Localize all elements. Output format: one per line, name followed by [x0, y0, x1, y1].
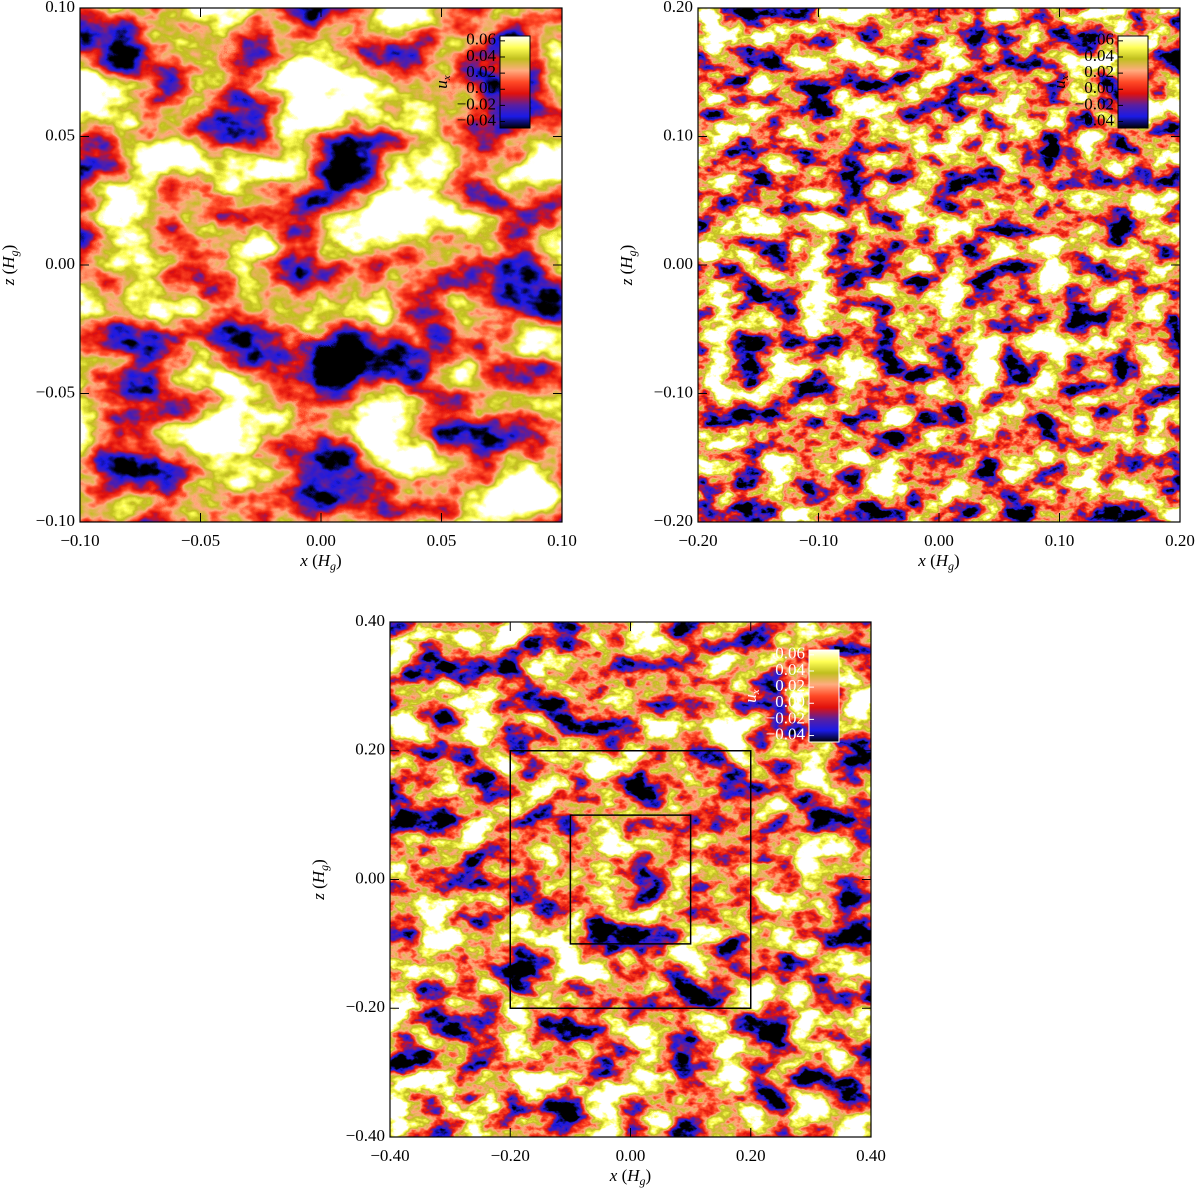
inset-box: [509, 750, 752, 1009]
y-tick-label: 0.00: [355, 868, 385, 887]
colorbar-label: ux: [741, 689, 762, 703]
colorbar-label: ux: [1050, 75, 1071, 89]
y-tick-label: −0.40: [346, 1126, 385, 1145]
y-tick-label: 0.10: [663, 125, 693, 144]
colorbar-tick-label: 0.02: [466, 62, 496, 81]
heatmap-field: [390, 622, 871, 1137]
colorbar-tick-label: 0.00: [1084, 78, 1114, 97]
colorbar-tick-label: 0.00: [466, 78, 496, 97]
colorbar-tick-label: −0.04: [1075, 110, 1115, 129]
panel: −0.40 −0.20 0.00 0.20 0.40 −0.40 −0.20 0.00 0.20…: [309, 611, 886, 1188]
colorbar: [1117, 35, 1149, 129]
x-tick-label: −0.10: [60, 531, 99, 550]
colorbar-tick-label: −0.04: [457, 110, 497, 129]
y-tick-label: 0.05: [45, 125, 75, 144]
y-tick-label: −0.20: [654, 511, 693, 530]
colorbar-tick-label: 0.04: [775, 660, 805, 679]
heatmap-field: [80, 8, 562, 522]
x-tick-label: −0.05: [181, 531, 220, 550]
x-tick-label: −0.20: [678, 531, 717, 550]
x-tick-label: 0.20: [1165, 531, 1195, 550]
y-axis-label: z (Hg): [0, 245, 21, 287]
colorbar-tick-label: 0.06: [775, 644, 805, 663]
y-axis-label: z (Hg): [617, 245, 639, 287]
panel: −0.20 −0.10 0.00 0.10 0.20 −0.20 −0.10 0.00 0.10…: [617, 0, 1195, 573]
y-tick-label: −0.10: [654, 382, 693, 401]
x-axis-label: x (Hg): [917, 551, 959, 573]
x-tick-label: 0.10: [1045, 531, 1075, 550]
colorbar-tick-label: −0.02: [766, 708, 805, 727]
y-tick-label: −0.10: [36, 511, 75, 530]
x-axis-label: x (Hg): [299, 551, 341, 573]
x-tick-label: −0.10: [799, 531, 838, 550]
x-tick-label: 0.10: [547, 531, 577, 550]
y-tick-label: 0.20: [355, 740, 385, 759]
colorbar-label: ux: [432, 75, 453, 89]
x-tick-label: −0.20: [491, 1146, 530, 1165]
y-tick-label: −0.20: [346, 997, 385, 1016]
panel: −0.10 −0.05 0.00 0.05 0.10 −0.10 −0.05 0.00 0.05…: [0, 0, 577, 573]
x-tick-label: −0.40: [370, 1146, 409, 1165]
x-tick-label: 0.00: [306, 531, 336, 550]
colorbar-tick-label: 0.02: [775, 676, 805, 695]
colorbar-tick-label: 0.04: [1084, 46, 1114, 65]
y-axis-label: z (Hg): [309, 859, 331, 901]
colorbar-tick-label: 0.02: [1084, 62, 1114, 81]
colorbar: [499, 35, 531, 129]
colorbar: [808, 649, 840, 743]
colorbar-tick-label: 0.06: [466, 30, 496, 49]
inset-box: [569, 814, 692, 945]
y-tick-label: 0.20: [663, 0, 693, 16]
x-tick-label: 0.40: [856, 1146, 886, 1165]
y-tick-label: 0.40: [355, 611, 385, 630]
colorbar-tick-label: −0.02: [457, 94, 496, 113]
y-tick-label: −0.05: [36, 382, 75, 401]
x-tick-label: 0.05: [427, 531, 457, 550]
y-tick-label: 0.00: [663, 254, 693, 273]
y-tick-label: 0.00: [45, 254, 75, 273]
x-tick-label: 0.00: [924, 531, 954, 550]
x-axis-label: x (Hg): [609, 1166, 651, 1188]
colorbar-tick-label: 0.00: [775, 692, 805, 711]
colorbar-tick-label: 0.04: [466, 46, 496, 65]
colorbar-tick-label: −0.04: [766, 724, 806, 743]
y-tick-label: 0.10: [45, 0, 75, 16]
heatmap-field: [698, 8, 1180, 522]
x-tick-label: 0.20: [736, 1146, 766, 1165]
colorbar-tick-label: 0.06: [1084, 30, 1114, 49]
colorbar-tick-label: −0.02: [1075, 94, 1114, 113]
x-tick-label: 0.00: [616, 1146, 646, 1165]
